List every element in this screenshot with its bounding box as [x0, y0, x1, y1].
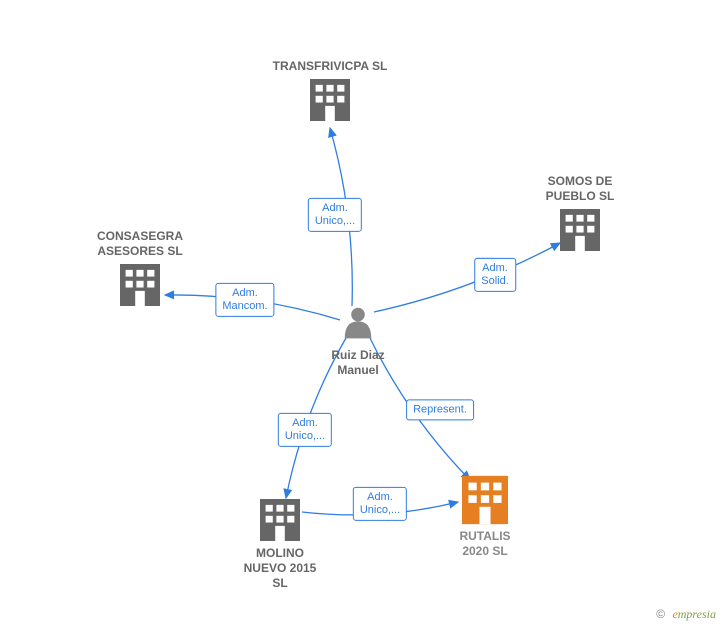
watermark-rest: mpresia: [678, 607, 716, 621]
edge-line: [374, 243, 560, 312]
building-icon: [462, 476, 508, 524]
edge-label: Adm. Unico,...: [278, 413, 332, 447]
node-label: TRANSFRIVICPA SL: [250, 59, 410, 74]
edge-label: Adm. Unico,...: [353, 487, 407, 521]
watermark-copyright: ©: [656, 607, 665, 621]
center-node-label: Ruiz Diaz Manuel: [278, 348, 438, 378]
building-icon: [120, 264, 160, 306]
edge-label: Adm. Solid.: [474, 258, 516, 292]
node-label: SOMOS DE PUEBLO SL: [500, 174, 660, 204]
node-label: RUTALIS 2020 SL: [405, 529, 565, 559]
edge-label: Represent.: [406, 399, 474, 420]
building-icon: [560, 209, 600, 251]
edge-label: Adm. Mancom.: [215, 283, 274, 317]
node-label: CONSASEGRA ASESORES SL: [60, 229, 220, 259]
node-label: MOLINO NUEVO 2015 SL: [200, 546, 360, 591]
diagram-canvas: [0, 0, 728, 630]
edge-label: Adm. Unico,...: [308, 198, 362, 232]
person-icon: [345, 308, 372, 339]
building-icon: [310, 79, 350, 121]
watermark: © empresia: [656, 607, 716, 622]
building-icon: [260, 499, 300, 541]
